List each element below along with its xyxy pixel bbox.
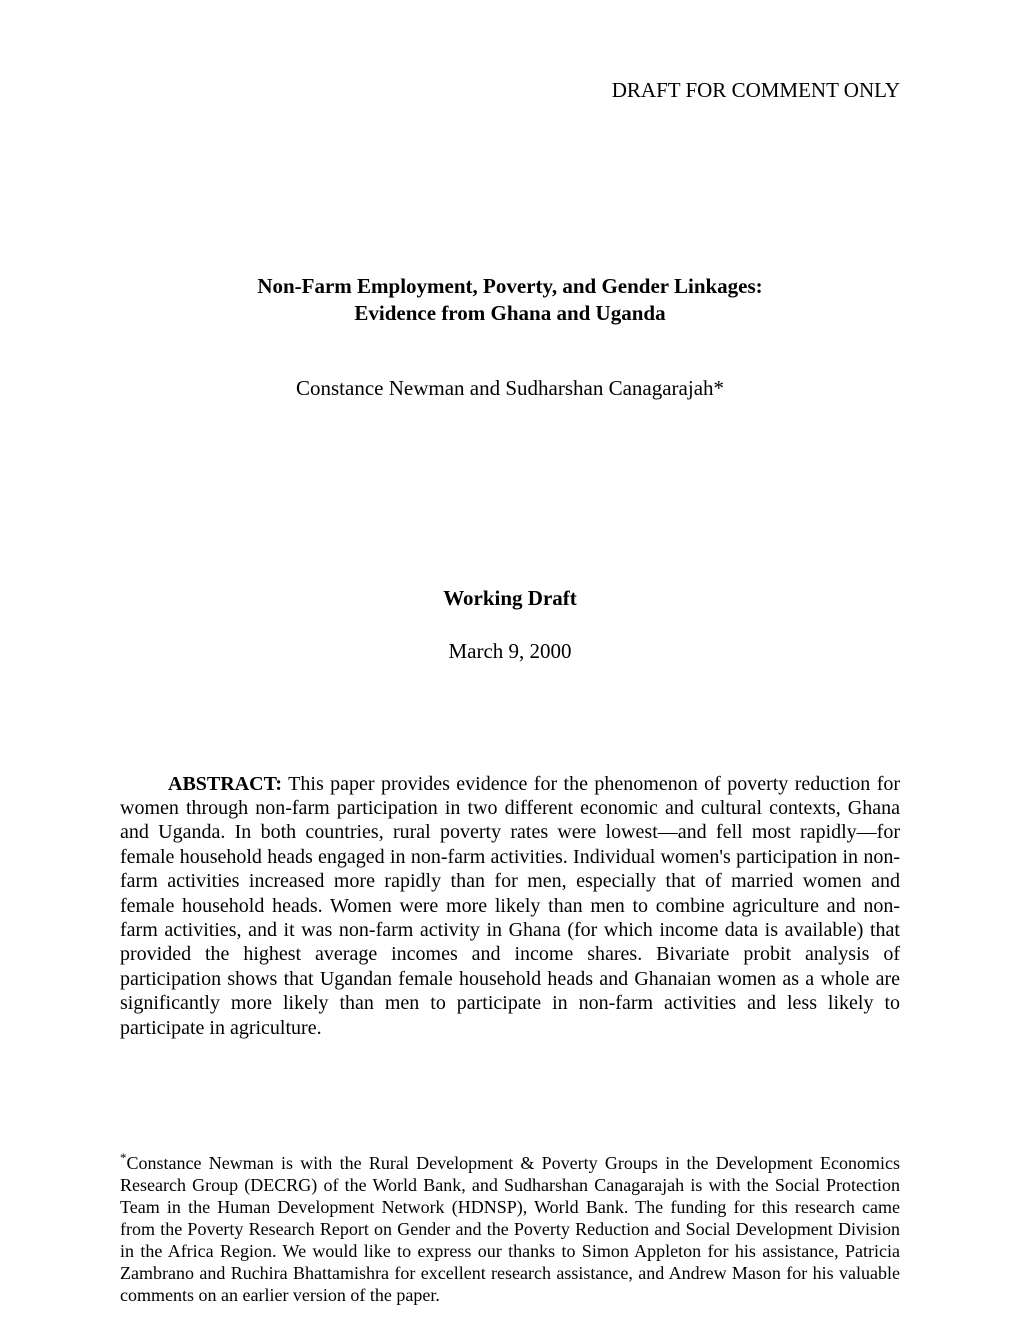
- author-footnote: *Constance Newman is with the Rural Deve…: [120, 1150, 900, 1307]
- working-draft-label: Working Draft: [120, 586, 900, 611]
- abstract-block: ABSTRACT: This paper provides evidence f…: [120, 772, 900, 1040]
- paper-date: March 9, 2000: [120, 639, 900, 664]
- title-line-2: Evidence from Ghana and Uganda: [120, 300, 900, 327]
- draft-status: DRAFT FOR COMMENT ONLY: [120, 78, 900, 103]
- author-line: Constance Newman and Sudharshan Canagara…: [120, 376, 900, 401]
- footnote-body: Constance Newman is with the Rural Devel…: [120, 1153, 900, 1305]
- title-line-1: Non-Farm Employment, Poverty, and Gender…: [120, 273, 900, 300]
- abstract-label: ABSTRACT:: [168, 773, 282, 795]
- paper-title: Non-Farm Employment, Poverty, and Gender…: [120, 273, 900, 328]
- abstract-body: This paper provides evidence for the phe…: [120, 773, 900, 1039]
